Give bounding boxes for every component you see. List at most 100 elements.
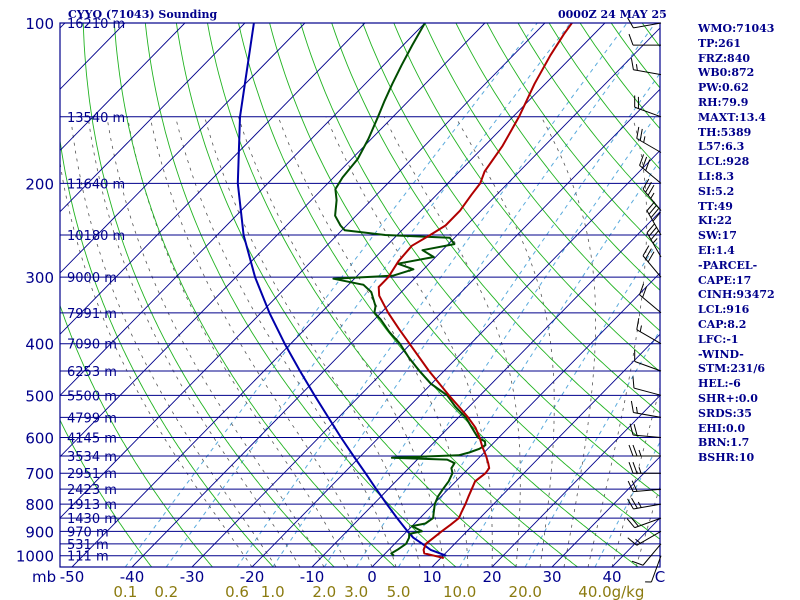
barb-staff <box>646 210 662 236</box>
sounding-datetime: 0000Z 24 MAY 25 <box>558 8 667 21</box>
barb-full <box>631 560 644 566</box>
moist-adiabat-line <box>455 116 555 567</box>
pressure-tick-label: 200 <box>25 175 54 193</box>
barb-staff <box>634 360 662 372</box>
barb-full <box>634 95 636 108</box>
moist-adiabat-line <box>540 116 596 567</box>
index-entry: TT:49 <box>698 199 733 213</box>
height-label: 531 m <box>67 538 109 553</box>
barb-full <box>642 245 650 257</box>
index-entry: WB0:872 <box>698 66 755 80</box>
barb-full <box>632 376 635 389</box>
index-entry: FRZ:840 <box>698 51 751 65</box>
mixing-ratio-line <box>594 441 660 567</box>
isotherm-line <box>0 23 5 567</box>
barb-full <box>647 184 655 196</box>
height-label: 4799 m <box>67 411 117 426</box>
isotherm-line <box>60 23 426 397</box>
barb-full <box>627 537 638 546</box>
moist-adiabat-line <box>587 116 648 567</box>
barb-full <box>646 201 655 212</box>
index-entry: HEL:-6 <box>698 377 741 391</box>
height-label: 7090 m <box>67 338 117 353</box>
moist-adiabat-line <box>175 116 397 567</box>
temperature-tick-label: -50 <box>60 568 85 586</box>
index-entry: -PARCEL- <box>698 258 758 272</box>
barb-full <box>642 156 648 169</box>
wind-barb <box>634 95 662 118</box>
barb-staff <box>633 69 662 76</box>
height-label: 970 m <box>67 525 109 540</box>
dry-adiabat-line <box>424 23 660 332</box>
barb-half <box>635 406 638 414</box>
mixing-ratio-line <box>323 72 660 567</box>
dry-adiabat-line <box>331 23 660 456</box>
index-entry: L57:6.3 <box>698 140 745 154</box>
barb-half <box>643 136 646 143</box>
index-entry: CAPE:17 <box>698 273 752 287</box>
dry-adiabat-line <box>60 419 153 567</box>
wind-barb <box>627 530 662 546</box>
mixing-ratio-unit-label: g/kg <box>612 583 645 600</box>
wind-barb <box>639 283 662 314</box>
index-entry: SHR+:0.0 <box>698 391 758 405</box>
index-entry: LCL:928 <box>698 155 750 169</box>
index-entry: CINH:93472 <box>698 288 775 302</box>
pressure-tick-label: 100 <box>25 15 54 33</box>
barb-full <box>652 211 661 222</box>
mixing-ratio-line <box>272 23 656 567</box>
pressure-tick-label: 400 <box>25 336 54 354</box>
barb-staff <box>636 329 662 345</box>
dewpoint-trace <box>332 23 487 557</box>
barb-full <box>639 154 645 166</box>
dry-adiabat-line <box>238 23 639 567</box>
mixing-ratio-label: 40.0 <box>578 583 611 600</box>
plot-border <box>59 22 661 568</box>
barb-full <box>648 204 657 215</box>
barb-full <box>627 498 634 510</box>
wind-barb <box>629 423 662 438</box>
barb-half <box>652 238 658 244</box>
index-entry: BRN:1.7 <box>698 436 750 450</box>
pressure-tick-label: 900 <box>25 523 54 541</box>
barb-full <box>648 226 657 237</box>
barb-half <box>638 449 642 457</box>
dry-adiabat-line <box>393 23 660 373</box>
mixing-ratio-label: 1.0 <box>261 583 285 600</box>
barb-staff <box>633 22 662 29</box>
height-label: 16210 m <box>67 17 125 32</box>
index-entry: WMO:71043 <box>698 22 775 35</box>
barb-full <box>642 178 650 190</box>
isotherm-line <box>191 88 660 567</box>
height-label: 4145 m <box>67 432 117 447</box>
index-entry: KI:22 <box>698 214 733 228</box>
wind-barb <box>627 17 662 29</box>
temperature-tick-label: 20 <box>482 568 501 586</box>
isotherm-line <box>431 333 660 567</box>
index-entry: SW:17 <box>698 229 737 243</box>
index-entry: LFC:-1 <box>698 332 739 346</box>
height-label: 1430 m <box>67 512 117 527</box>
barb-full <box>631 497 638 509</box>
barb-full <box>636 318 640 330</box>
dry-adiabat-line <box>113 23 396 567</box>
barb-full <box>629 423 634 436</box>
mixing-ratio-line <box>355 109 660 567</box>
height-label: 111 m <box>67 550 109 565</box>
index-entry: BSHR:10 <box>698 451 755 465</box>
mixing-ratio-line <box>524 329 660 567</box>
barb-full <box>630 517 639 527</box>
moist-adiabat-line <box>383 116 521 567</box>
barb-full <box>633 423 638 436</box>
mixing-ratio-line <box>124 23 538 567</box>
mixing-ratio-label: 0.6 <box>225 583 249 600</box>
index-entry: LI:8.3 <box>698 169 735 183</box>
barb-staff <box>634 106 662 118</box>
dry-adiabat-line <box>455 23 660 291</box>
station-title: CYYQ (71043) Sounding <box>68 8 218 21</box>
barb-full <box>637 96 639 109</box>
wind-barb <box>642 245 662 278</box>
pressure-tick-label: 1000 <box>16 548 54 566</box>
barb-full <box>634 349 636 362</box>
